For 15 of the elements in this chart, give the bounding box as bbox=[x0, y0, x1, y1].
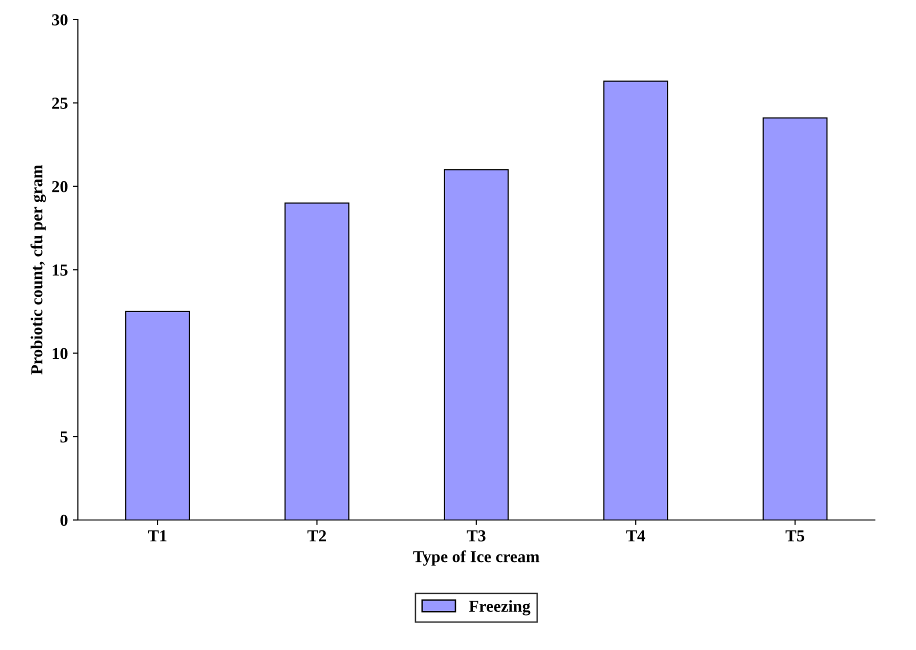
legend-label: Freezing bbox=[469, 600, 530, 616]
x-tick-label: T5 bbox=[786, 530, 804, 542]
x-tick-label: T3 bbox=[466, 530, 486, 542]
y-axis-title: Probiotic count, cfu per gram bbox=[30, 165, 46, 374]
y-tick-label: 10 bbox=[52, 348, 68, 360]
y-tick-label: 0 bbox=[60, 514, 68, 526]
y-tick-label: 25 bbox=[52, 98, 68, 109]
y-tick-label: 5 bbox=[60, 431, 68, 443]
y-tick-label: 30 bbox=[52, 14, 68, 26]
x-tick-label: T2 bbox=[307, 530, 326, 542]
x-tick-label: T1 bbox=[148, 530, 166, 542]
y-tick-label: 15 bbox=[52, 264, 68, 276]
y-tick-label: 20 bbox=[52, 181, 68, 192]
x-tick-label: T4 bbox=[626, 530, 646, 542]
x-axis-title: Type of Ice cream bbox=[413, 550, 540, 566]
